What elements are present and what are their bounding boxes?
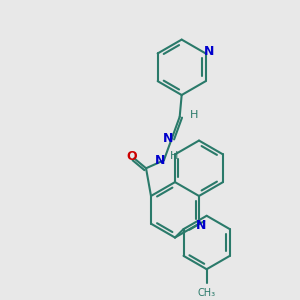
Text: O: O [127,150,137,163]
Text: CH₃: CH₃ [198,288,216,298]
Text: N: N [196,219,206,232]
Text: N: N [163,132,173,145]
Text: H: H [190,110,198,120]
Text: N: N [155,154,165,167]
Text: N: N [203,45,214,58]
Text: H: H [170,152,178,161]
